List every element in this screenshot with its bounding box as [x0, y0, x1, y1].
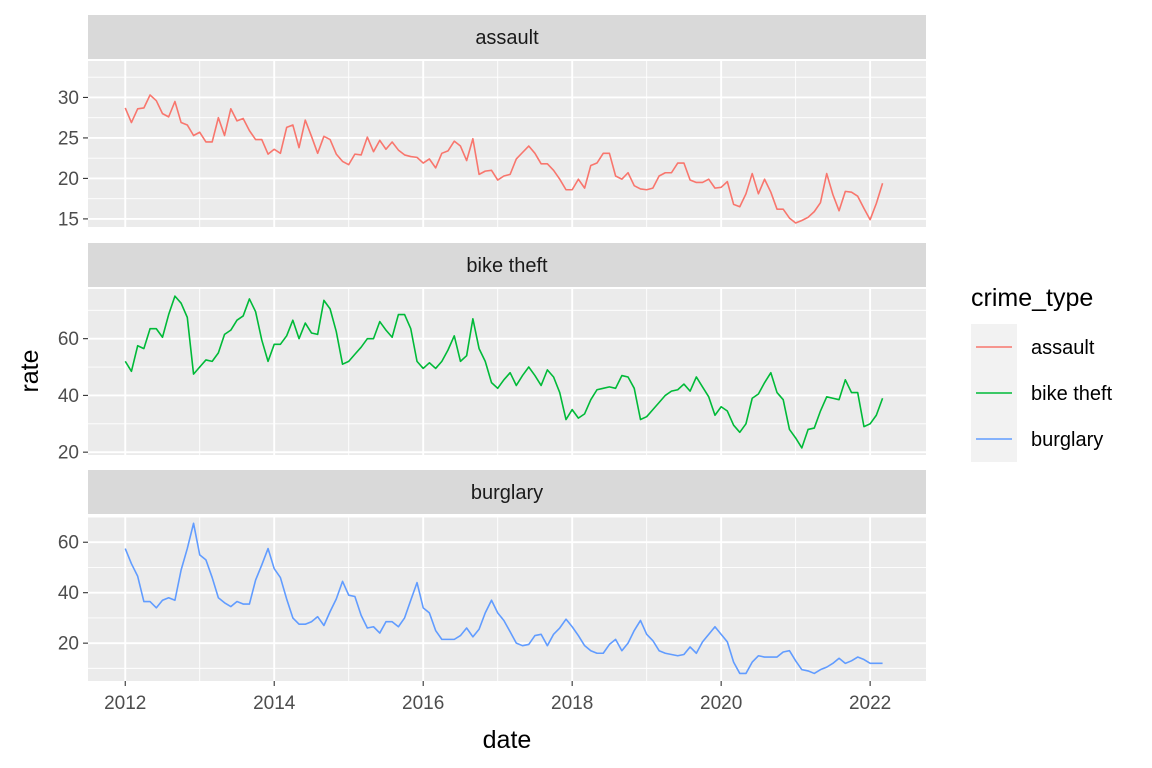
- facet-strip: [88, 470, 926, 514]
- y-tick-label: 20: [58, 634, 79, 655]
- series-line-burglary: [124, 522, 883, 675]
- y-tick-label: 60: [58, 533, 79, 554]
- x-tick-label: 2014: [253, 693, 296, 714]
- y-tick-label: 15: [58, 209, 79, 230]
- y-tick-label: 40: [58, 583, 79, 604]
- facet-strip: [88, 15, 926, 59]
- x-tick-label: 2016: [402, 693, 444, 714]
- facet-burglary: burglary 20 40 60: [58, 470, 926, 681]
- y-tick-label: 20: [58, 443, 79, 464]
- facet-panels: assault 15 20 25 30 bike theft 20 40 60 burglary 2…: [58, 15, 926, 681]
- x-axis: 2012 2014 2016 2018 2020 2022: [104, 681, 891, 714]
- series-line-bike-theft: [124, 295, 884, 449]
- gridlines: [88, 517, 926, 681]
- x-tick-label: 2020: [700, 693, 742, 714]
- series-line-assault: [124, 94, 884, 224]
- legend: crime_type assault bike theft burglary: [971, 284, 1113, 462]
- gridlines: [88, 289, 926, 455]
- y-tick-label: 40: [58, 386, 79, 407]
- facet-strip-label: bike theft: [466, 255, 548, 277]
- panel-background: [88, 517, 926, 681]
- legend-item-bike-theft: bike theft: [971, 370, 1113, 416]
- legend-item-assault: assault: [971, 324, 1095, 370]
- y-tick-label: 25: [58, 128, 79, 149]
- x-tick-label: 2022: [849, 693, 891, 714]
- x-tick-label: 2018: [551, 693, 593, 714]
- gridlines: [88, 61, 926, 227]
- facet-strip-label: assault: [475, 27, 539, 49]
- panel-background: [88, 61, 926, 227]
- facet-bike-theft: bike theft 20 40 60: [58, 243, 926, 464]
- facet-assault: assault 15 20 25 30: [58, 15, 926, 230]
- legend-label: burglary: [1031, 429, 1103, 451]
- legend-title: crime_type: [971, 284, 1093, 312]
- y-tick-label: 60: [58, 329, 79, 350]
- y-axis-title: rate: [16, 349, 44, 392]
- legend-label: bike theft: [1031, 383, 1113, 405]
- x-axis-title: date: [483, 726, 532, 754]
- facet-strip-label: burglary: [471, 482, 543, 504]
- y-tick-label: 20: [58, 169, 79, 190]
- legend-items: assault bike theft burglary: [971, 324, 1113, 462]
- legend-item-burglary: burglary: [971, 416, 1103, 462]
- x-tick-label: 2012: [104, 693, 146, 714]
- y-tick-label: 30: [58, 88, 79, 109]
- legend-label: assault: [1031, 337, 1095, 359]
- panel-background: [88, 289, 926, 455]
- facet-strip: [88, 243, 926, 287]
